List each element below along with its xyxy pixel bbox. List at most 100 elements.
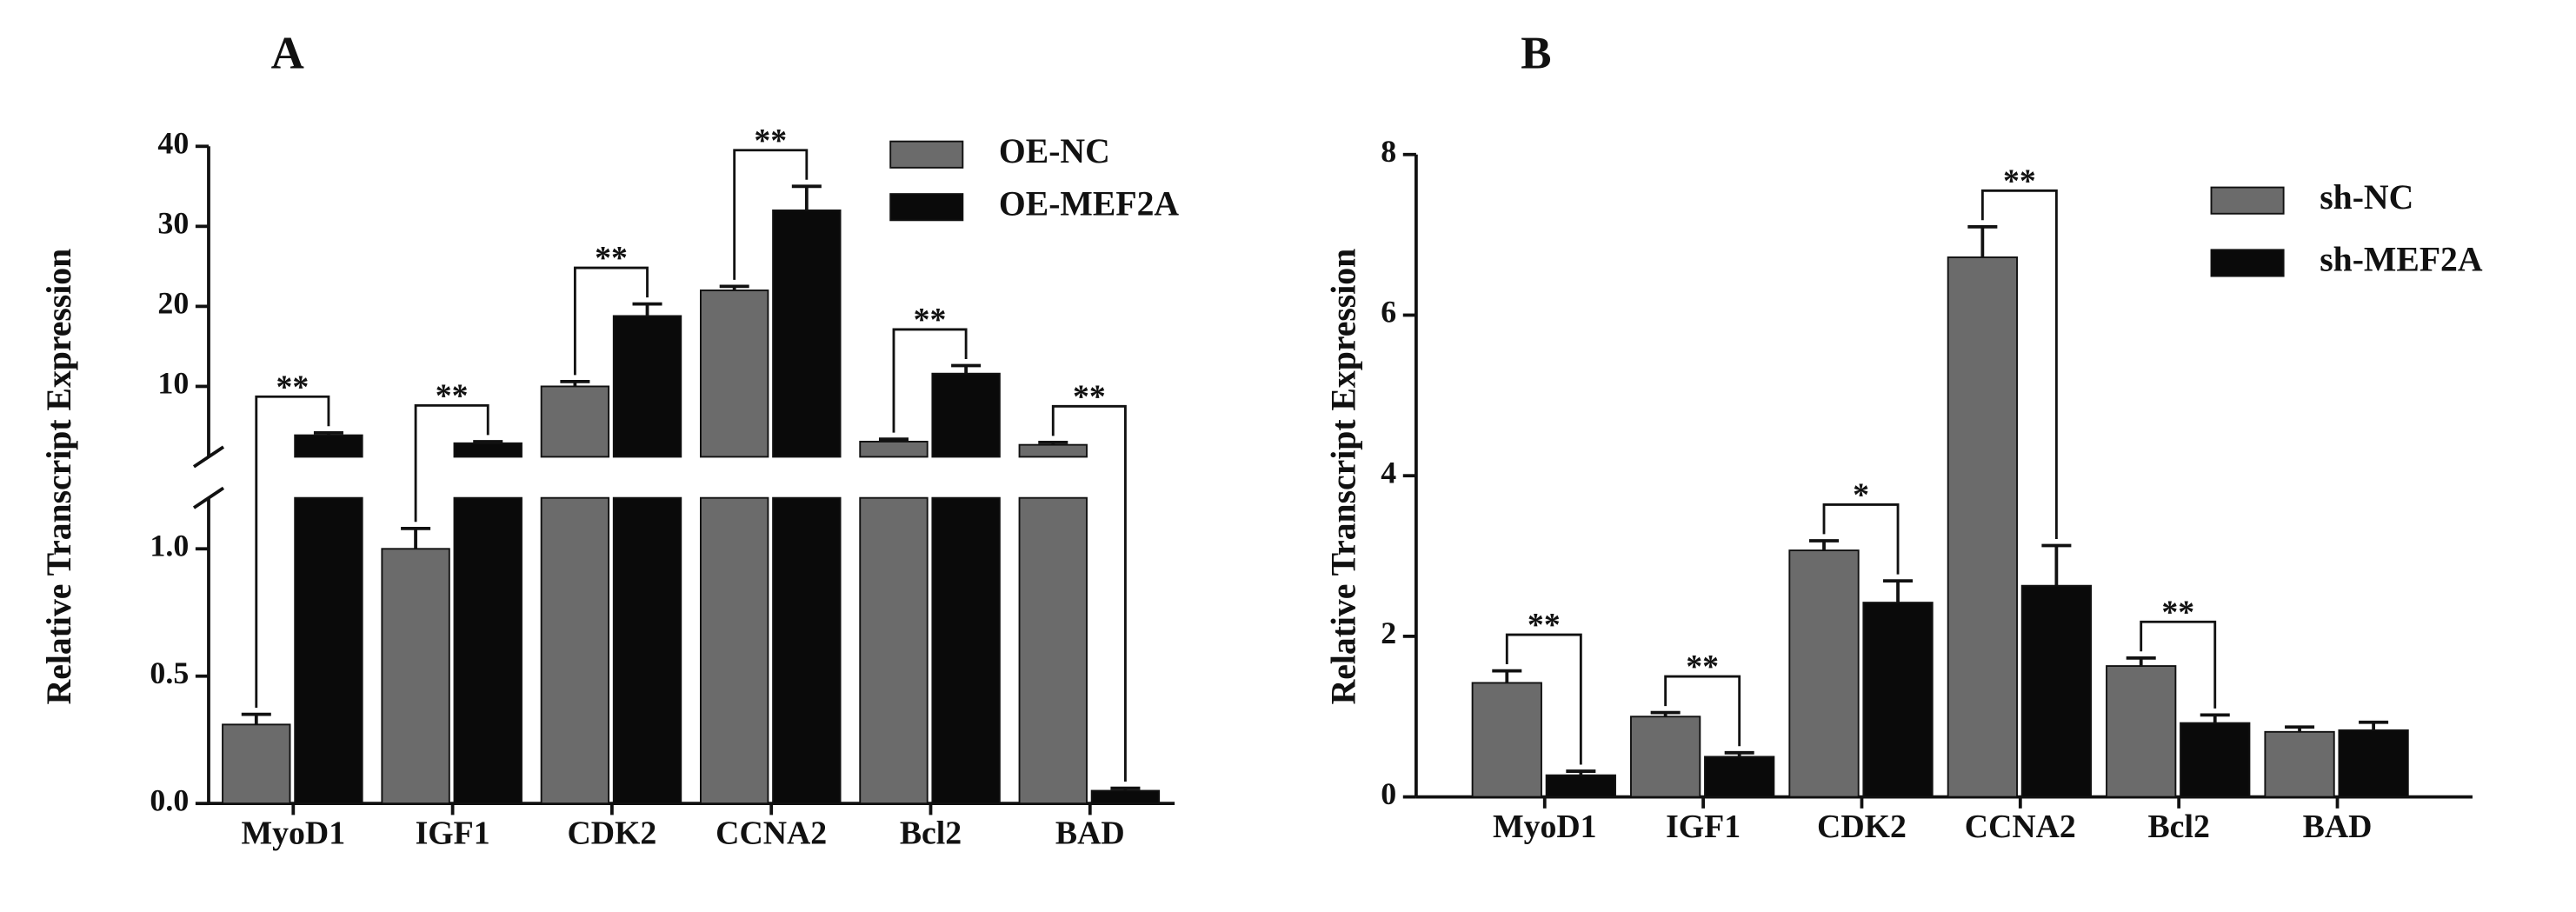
- x-tick-label: CCNA2: [716, 815, 827, 852]
- bar: [1018, 496, 1088, 805]
- chart-title: B: [1521, 28, 1551, 78]
- x-tick-label: CDK2: [1817, 809, 1907, 845]
- legend-label: sh-NC: [2320, 178, 2413, 216]
- bar: [1545, 774, 1616, 798]
- error-bar: [1038, 440, 1068, 445]
- error-bar: [560, 380, 590, 387]
- bar: [2020, 584, 2093, 798]
- chart-title: A: [271, 28, 304, 78]
- legend-swatch: [2210, 249, 2285, 277]
- significance-bracket: [573, 266, 649, 376]
- significance-label: **: [595, 240, 628, 276]
- error-bar: [1492, 669, 1522, 683]
- significance-bracket: [1505, 633, 1582, 765]
- y-tick-label: 30: [157, 206, 189, 241]
- bar: [859, 496, 929, 805]
- x-tick-label: BAD: [2303, 809, 2373, 845]
- bar: [772, 496, 842, 805]
- significance-bracket: [733, 149, 809, 280]
- bar: [699, 496, 769, 805]
- x-tick-label: Bcl2: [2147, 809, 2209, 845]
- error-bar: [1566, 769, 1596, 776]
- y-tick-label: 10: [157, 366, 189, 401]
- significance-label: **: [1686, 649, 1719, 685]
- bar: [1704, 756, 1775, 798]
- significance-label: **: [914, 302, 947, 338]
- bar: [1862, 602, 1934, 798]
- error-bar: [632, 302, 662, 316]
- bar: [612, 496, 682, 805]
- error-bar: [2200, 713, 2230, 723]
- error-bar: [1967, 224, 1998, 257]
- x-tick-label: Bcl2: [900, 815, 962, 852]
- y-axis-label: Relative Transcript Expression: [1325, 249, 1363, 705]
- bar: [1788, 549, 1860, 798]
- bar: [1090, 789, 1161, 805]
- error-bar: [1650, 710, 1681, 717]
- error-bar: [951, 363, 982, 374]
- bar: [222, 723, 291, 805]
- legend-label: sh-MEF2A: [2320, 241, 2483, 279]
- significance-bracket: [1051, 404, 1127, 782]
- bar: [699, 290, 769, 458]
- bar: [1947, 256, 2018, 798]
- significance-bracket: [1664, 675, 1741, 747]
- significance-bracket: [255, 395, 330, 709]
- bar: [2264, 730, 2335, 798]
- error-bar: [2359, 720, 2389, 730]
- y-tick-label: 8: [1381, 134, 1396, 169]
- y-tick-label: 4: [1381, 455, 1396, 489]
- error-bar: [1724, 750, 1754, 757]
- error-bar: [2285, 725, 2315, 732]
- y-tick-label: 0.0: [150, 782, 189, 817]
- y-axis-label: Relative Transcript Expression: [40, 249, 78, 705]
- y-tick-label: 40: [157, 126, 189, 161]
- axis-break: [192, 486, 225, 509]
- bar: [612, 315, 682, 458]
- significance-label: **: [1528, 607, 1561, 643]
- error-bar: [878, 437, 909, 442]
- error-bar: [1110, 786, 1141, 791]
- bar: [294, 434, 363, 458]
- bar: [294, 496, 363, 805]
- bar: [540, 385, 610, 458]
- error-bar: [1883, 579, 1914, 603]
- significance-bracket: [1822, 503, 1900, 575]
- legend-label: OE-MEF2A: [999, 184, 1180, 223]
- significance-label: **: [2161, 594, 2194, 630]
- error-bar: [241, 712, 271, 725]
- bar: [381, 548, 450, 805]
- significance-label: **: [436, 377, 469, 414]
- bar: [2180, 722, 2251, 798]
- significance-label: **: [1073, 378, 1106, 415]
- error-bar: [1808, 539, 1840, 551]
- bar: [453, 496, 523, 805]
- significance-label: *: [1853, 477, 1869, 514]
- bar: [931, 496, 1001, 805]
- x-tick-label: BAD: [1055, 815, 1125, 852]
- error-bar: [719, 284, 749, 290]
- error-bar: [2041, 543, 2072, 586]
- x-tick-label: IGF1: [416, 815, 490, 852]
- bar: [1018, 443, 1088, 458]
- bar: [453, 442, 523, 458]
- legend-swatch: [889, 140, 964, 169]
- legend-swatch: [889, 193, 964, 222]
- bar: [931, 372, 1001, 458]
- error-bar: [313, 430, 343, 436]
- significance-bracket: [1980, 189, 2058, 539]
- bar: [540, 496, 610, 805]
- y-tick-label: 0.5: [150, 656, 189, 690]
- x-tick-label: MyoD1: [1493, 809, 1597, 845]
- legend-swatch: [2210, 186, 2285, 215]
- y-tick-label: 0: [1381, 776, 1396, 811]
- significance-label: **: [276, 369, 309, 405]
- x-tick-label: MyoD1: [241, 815, 345, 852]
- significance-label: **: [2003, 163, 2036, 199]
- x-tick-label: CCNA2: [1965, 809, 2076, 845]
- y-tick-label: 20: [157, 286, 189, 321]
- bar: [1471, 682, 1542, 798]
- error-bar: [2126, 656, 2156, 667]
- y-tick-label: 2: [1381, 616, 1396, 650]
